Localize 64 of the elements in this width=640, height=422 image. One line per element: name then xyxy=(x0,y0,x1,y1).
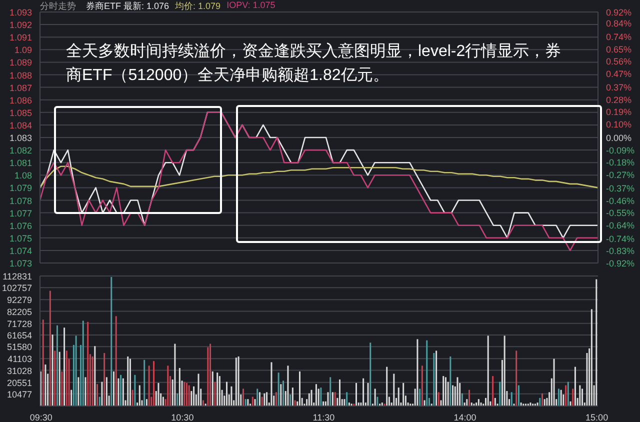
y-tick-label: 1.077 xyxy=(9,208,32,218)
y2-tick-label: -0.09% xyxy=(606,145,635,156)
y2-tick-label: 0.10% xyxy=(606,119,632,130)
text: 均价: 1.079 xyxy=(175,0,221,13)
y2-tick-label: 0.84% xyxy=(606,18,632,28)
y2-tick-label: 0.28% xyxy=(606,94,632,105)
y-tick-label: 1.079 xyxy=(9,183,32,194)
text: 券商ETF 最新: 1.076 xyxy=(86,0,170,13)
y2-tick-label: -0.37% xyxy=(606,183,635,194)
y2-tick-label: -0.46% xyxy=(606,196,635,206)
y2-tick-label: -0.55% xyxy=(606,208,635,218)
x-tick-label: 09:30 xyxy=(30,412,52,422)
y-tick-label: 41103 xyxy=(8,354,32,364)
y2-tick-label: 0.37% xyxy=(606,82,632,93)
y-tick-label: 1.081 xyxy=(9,158,32,168)
line-series xyxy=(39,166,599,188)
y-tick-label: 1.091 xyxy=(9,32,32,43)
x-tick-label: 10:30 xyxy=(171,412,194,422)
y2-tick-label: 0.47% xyxy=(606,68,632,79)
y-tick-label: 112831 xyxy=(2,272,32,282)
y2-tick-label: 0.74% xyxy=(606,32,632,42)
y-tick-label: 1.085 xyxy=(9,108,32,118)
x-tick-label: 11:30 xyxy=(312,412,335,422)
y2-tick-label: 0.92% xyxy=(606,8,632,18)
y2-tick-label: -0.18% xyxy=(606,158,635,168)
y2-tick-label: -0.92% xyxy=(606,258,635,268)
y2-tick-label: 0.00% xyxy=(606,133,632,143)
y-tick-label: 1.076 xyxy=(9,220,32,231)
y-tick-label: 1.08 xyxy=(14,170,32,181)
y-tick-label: 1.078 xyxy=(9,196,32,206)
y2-tick-label: 0.65% xyxy=(606,44,632,54)
text: IOPV: 1.075 xyxy=(226,0,276,12)
y-tick-label: 1.093 xyxy=(9,8,32,18)
x-tick-label: 14:00 xyxy=(454,412,476,422)
y-tick-label: 1.092 xyxy=(9,20,32,30)
y-tick-label: 61654 xyxy=(6,330,32,340)
y-tick-label: 1.074 xyxy=(9,246,32,256)
y-tick-label: 102757 xyxy=(2,283,32,294)
y-tick-label: 10477 xyxy=(6,389,32,400)
y2-tick-label: -0.27% xyxy=(606,170,635,180)
y2-tick-label: -0.83% xyxy=(606,246,635,256)
y-tick-label: 71728 xyxy=(6,318,32,329)
y2-tick-label: -0.74% xyxy=(606,234,635,244)
y-tick-label: 1.086 xyxy=(9,95,32,106)
y-tick-label: 20551 xyxy=(6,378,32,388)
y-tick-label: 1.075 xyxy=(9,233,32,244)
y-tick-label: 92279 xyxy=(6,295,32,306)
y-tick-label: 1.089 xyxy=(9,58,32,68)
x-tick-label: 15:00 xyxy=(586,412,608,422)
y-tick-label: 82205 xyxy=(6,306,32,317)
y-tick-label: 1.088 xyxy=(9,70,32,80)
y-tick-label: 1.09 xyxy=(14,45,32,56)
y-tick-label: 1.082 xyxy=(9,146,32,156)
y-tick-label: 1.087 xyxy=(9,82,32,93)
chart-title: 分时走势 xyxy=(40,0,76,13)
y-tick-label: 1.084 xyxy=(9,120,32,130)
y-tick-label: 1.083 xyxy=(9,133,32,143)
y2-tick-label: 0.56% xyxy=(606,56,632,67)
annotation: 全天多数时间持续溢价，资金逢跌买入意图明显，level-2行情显示，券商ETF（512000）全天净申购额超1.82亿元。 xyxy=(66,42,562,86)
y-tick-label: 1.073 xyxy=(9,258,32,268)
y2-tick-label: 0.19% xyxy=(606,107,632,118)
y-tick-label: 31028 xyxy=(6,366,32,376)
y2-tick-label: -0.64% xyxy=(606,220,635,230)
y-tick-label: 51580 xyxy=(6,342,32,352)
